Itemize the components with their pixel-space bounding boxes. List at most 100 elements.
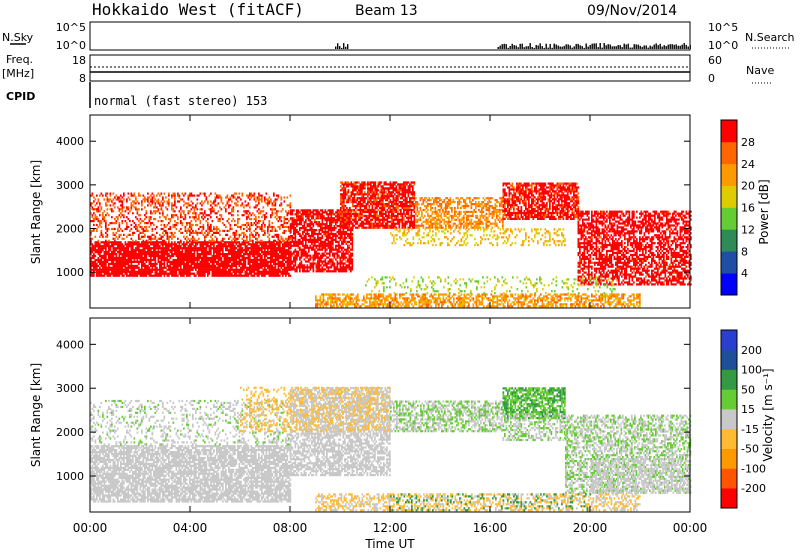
data-cell <box>311 242 313 245</box>
data-cell <box>228 204 230 207</box>
data-cell <box>338 230 340 234</box>
data-cell <box>335 268 337 271</box>
data-cell <box>150 258 152 262</box>
data-cell <box>252 266 254 269</box>
nsky-bar <box>519 43 521 49</box>
data-cell <box>150 256 152 260</box>
data-cell <box>102 241 104 244</box>
data-cell <box>111 245 113 248</box>
data-cell <box>153 247 155 250</box>
data-cell <box>273 235 275 238</box>
data-cell <box>187 253 190 256</box>
data-cell <box>268 196 271 199</box>
data-cell <box>270 264 272 267</box>
data-cell <box>91 251 94 254</box>
data-cell <box>186 260 188 263</box>
data-cell <box>234 270 236 273</box>
data-cell <box>314 248 316 251</box>
data-cell <box>210 268 212 271</box>
data-cell <box>178 210 181 213</box>
data-cell <box>291 227 294 230</box>
data-cell <box>367 222 369 225</box>
nsky-bar <box>593 43 595 49</box>
data-cell <box>108 258 110 262</box>
data-cell <box>279 274 281 277</box>
data-cell <box>380 189 383 192</box>
data-cell <box>214 204 217 207</box>
data-cell <box>213 245 215 248</box>
data-cell <box>231 245 233 248</box>
data-cell <box>186 272 188 275</box>
data-cell <box>291 225 294 228</box>
data-cell <box>189 254 191 258</box>
data-cell <box>262 260 265 263</box>
data-cell <box>327 234 330 238</box>
data-cell <box>214 235 217 238</box>
data-cell <box>141 262 143 265</box>
data-cell <box>373 212 375 215</box>
data-cell <box>394 189 396 192</box>
data-cell <box>253 260 256 263</box>
data-cell <box>190 260 193 263</box>
data-cell <box>320 223 322 226</box>
data-cell <box>108 200 110 203</box>
data-cell <box>338 268 340 271</box>
data-cell <box>371 193 374 196</box>
data-cell <box>258 264 260 267</box>
data-cell <box>343 187 345 190</box>
data-cell <box>367 218 369 221</box>
data-cell <box>256 222 259 225</box>
data-cell <box>250 233 253 236</box>
data-cell <box>259 264 262 267</box>
data-cell <box>288 243 290 246</box>
data-cell <box>318 268 321 271</box>
data-cell <box>303 246 306 249</box>
data-cell <box>235 260 238 263</box>
data-cell <box>371 222 374 225</box>
data-cell <box>172 274 175 277</box>
data-cell <box>317 266 319 269</box>
data-cell <box>264 241 266 244</box>
data-cell <box>355 212 357 215</box>
data-cell <box>184 192 187 195</box>
data-cell <box>160 266 163 269</box>
data-cell <box>344 256 346 259</box>
data-cell <box>171 254 173 258</box>
data-cell <box>256 243 259 246</box>
data-cell <box>341 248 343 251</box>
data-cell <box>386 195 389 198</box>
data-cell <box>356 181 359 184</box>
data-cell <box>241 256 244 260</box>
data-cell <box>299 270 301 273</box>
data-cell <box>99 272 101 275</box>
nsearch-tick-bottom: 10^0 <box>708 39 738 52</box>
data-cell <box>112 266 115 269</box>
data-cell <box>264 200 266 203</box>
data-cell <box>238 235 241 238</box>
data-cell <box>327 217 330 220</box>
data-cell <box>201 229 203 232</box>
data-cell <box>166 268 169 271</box>
data-cell <box>274 247 277 250</box>
data-cell <box>314 262 316 265</box>
data-cell <box>247 223 250 227</box>
data-cell <box>195 258 197 262</box>
data-cell <box>210 264 212 267</box>
data-cell <box>148 241 151 244</box>
data-cell <box>177 194 179 197</box>
data-cell <box>117 196 119 199</box>
data-cell <box>120 194 122 197</box>
data-cell <box>145 268 148 271</box>
data-cell <box>166 237 169 240</box>
data-cell <box>300 252 303 255</box>
data-cell <box>317 232 319 236</box>
data-cell <box>210 227 212 231</box>
data-cell <box>318 248 321 251</box>
data-cell <box>293 260 295 263</box>
data-cell <box>264 231 266 234</box>
data-cell <box>219 206 221 209</box>
data-cell <box>115 260 118 263</box>
data-cell <box>105 256 107 260</box>
data-cell <box>341 205 344 208</box>
data-cell <box>388 205 390 208</box>
